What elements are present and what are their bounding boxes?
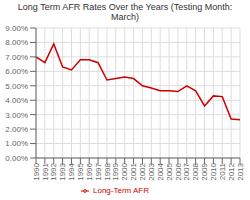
svg-text:2009: 2009 bbox=[200, 162, 209, 180]
svg-text:2012: 2012 bbox=[227, 162, 236, 180]
svg-text:3.00%: 3.00% bbox=[8, 111, 28, 120]
html-text:Long-Term AFR: Long-Term AFR bbox=[93, 186, 149, 195]
svg-text:8.00%: 8.00% bbox=[8, 38, 28, 47]
svg-text:1992: 1992 bbox=[49, 162, 58, 180]
svg-text:9.00%: 9.00% bbox=[8, 24, 28, 33]
svg-text:1990: 1990 bbox=[32, 162, 41, 180]
svg-text:2.00%: 2.00% bbox=[8, 125, 28, 134]
svg-text:1995: 1995 bbox=[76, 162, 85, 180]
svg-text:1998: 1998 bbox=[103, 162, 112, 180]
svg-text:1997: 1997 bbox=[94, 162, 103, 180]
svg-text:1991: 1991 bbox=[41, 162, 50, 180]
svg-text:2004: 2004 bbox=[156, 162, 165, 180]
svg-text:2000: 2000 bbox=[120, 162, 129, 180]
html-text:Long Term AFR Rates Over the Y: Long Term AFR Rates Over the Years (Test… bbox=[17, 2, 233, 22]
svg-text:2011: 2011 bbox=[218, 162, 227, 180]
svg-text:7.00%: 7.00% bbox=[8, 53, 28, 62]
svg-text:5.00%: 5.00% bbox=[8, 82, 28, 91]
svg-text:2002: 2002 bbox=[138, 162, 147, 180]
svg-text:1.00%: 1.00% bbox=[8, 139, 28, 148]
svg-text:2010: 2010 bbox=[209, 162, 218, 180]
svg-text:2003: 2003 bbox=[147, 162, 156, 180]
svg-text:2005: 2005 bbox=[165, 162, 174, 180]
svg-text:1999: 1999 bbox=[112, 162, 121, 180]
svg-text:2013: 2013 bbox=[236, 162, 242, 180]
svg-text:2006: 2006 bbox=[174, 162, 183, 180]
svg-text:2007: 2007 bbox=[182, 162, 191, 180]
svg-text:0.00%: 0.00% bbox=[8, 154, 28, 163]
svg-text:1994: 1994 bbox=[67, 162, 76, 180]
svg-text:6.00%: 6.00% bbox=[8, 67, 28, 76]
svg-text:1996: 1996 bbox=[85, 162, 94, 180]
svg-text:1993: 1993 bbox=[58, 162, 67, 180]
svg-text:2001: 2001 bbox=[129, 162, 138, 180]
svg-text:4.00%: 4.00% bbox=[8, 96, 28, 105]
svg-text:2008: 2008 bbox=[191, 162, 200, 180]
